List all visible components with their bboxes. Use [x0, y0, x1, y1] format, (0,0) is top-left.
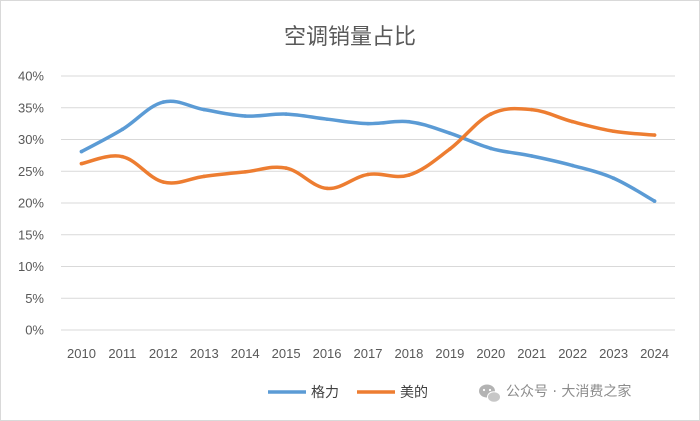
data-point — [120, 154, 125, 159]
y-tick-label: 5% — [25, 291, 44, 306]
data-point — [161, 100, 166, 104]
series-lines — [79, 99, 657, 203]
data-point — [570, 119, 575, 124]
data-point — [366, 172, 370, 177]
x-axis-ticks: 2010 2011 2012 2013 2014 2015 2016 2017 2018 2019… — [67, 346, 669, 361]
x-tick-label: 2021 — [517, 346, 546, 361]
legend-label-midea: 美的 — [400, 385, 428, 401]
data-point — [243, 170, 247, 174]
series-line-1 — [79, 106, 657, 191]
data-point — [284, 166, 288, 170]
y-tick-label: 15% — [18, 227, 44, 242]
x-tick-label: 2012 — [149, 346, 178, 361]
gridlines — [61, 75, 675, 331]
x-tick-label: 2023 — [599, 346, 628, 361]
wechat-icon — [479, 384, 501, 403]
x-tick-label: 2013 — [190, 346, 219, 361]
data-point — [161, 180, 166, 184]
x-tick-label: 2024 — [640, 346, 669, 361]
chart-title: 空调销量占比 — [284, 25, 416, 50]
x-tick-label: 2022 — [558, 346, 587, 361]
y-tick-label: 35% — [18, 100, 44, 115]
x-tick-label: 2017 — [354, 346, 383, 361]
data-point — [366, 121, 370, 126]
legend-label-gree: 格力 — [311, 385, 339, 401]
x-tick-label: 2018 — [394, 346, 423, 361]
data-point — [407, 119, 411, 124]
data-point — [489, 112, 493, 116]
data-point — [243, 114, 247, 118]
x-tick-label: 2020 — [476, 346, 505, 361]
x-tick-label: 2014 — [231, 346, 260, 361]
data-point — [448, 131, 452, 135]
x-tick-label: 2010 — [67, 346, 96, 361]
data-point — [652, 133, 657, 137]
data-point — [325, 186, 329, 191]
y-tick-label: 25% — [18, 164, 44, 179]
x-tick-label: 2015 — [272, 346, 301, 361]
data-point — [570, 163, 575, 168]
data-point — [652, 199, 657, 203]
data-point — [448, 147, 452, 151]
x-tick-label: 2019 — [435, 346, 464, 361]
data-point — [489, 146, 493, 151]
data-point — [79, 161, 84, 166]
data-point — [529, 107, 534, 112]
data-point — [120, 127, 125, 132]
data-point — [529, 154, 534, 158]
watermark: 公众号 · 大消费之家 — [479, 383, 631, 403]
y-tick-label: 10% — [18, 259, 44, 274]
data-point — [284, 112, 288, 116]
watermark-text: 公众号 · 大消费之家 — [506, 383, 631, 400]
data-point — [202, 107, 207, 112]
series-line-0 — [79, 99, 657, 203]
data-point — [325, 117, 329, 121]
x-tick-label: 2016 — [313, 346, 342, 361]
x-tick-label: 2011 — [108, 346, 136, 361]
data-point — [202, 174, 207, 179]
data-point — [407, 173, 411, 177]
legend: 格力 美的 — [268, 385, 428, 401]
data-point — [79, 149, 84, 154]
data-point — [611, 129, 616, 134]
y-tick-label: 20% — [18, 196, 44, 211]
y-tick-label: 0% — [25, 323, 44, 338]
data-point — [611, 176, 616, 181]
y-tick-label: 40% — [18, 69, 44, 84]
y-axis-ticks: 0% 5% 10% 15% 20% 25% 30% 35% 40% — [18, 69, 44, 338]
y-tick-label: 30% — [18, 132, 44, 147]
